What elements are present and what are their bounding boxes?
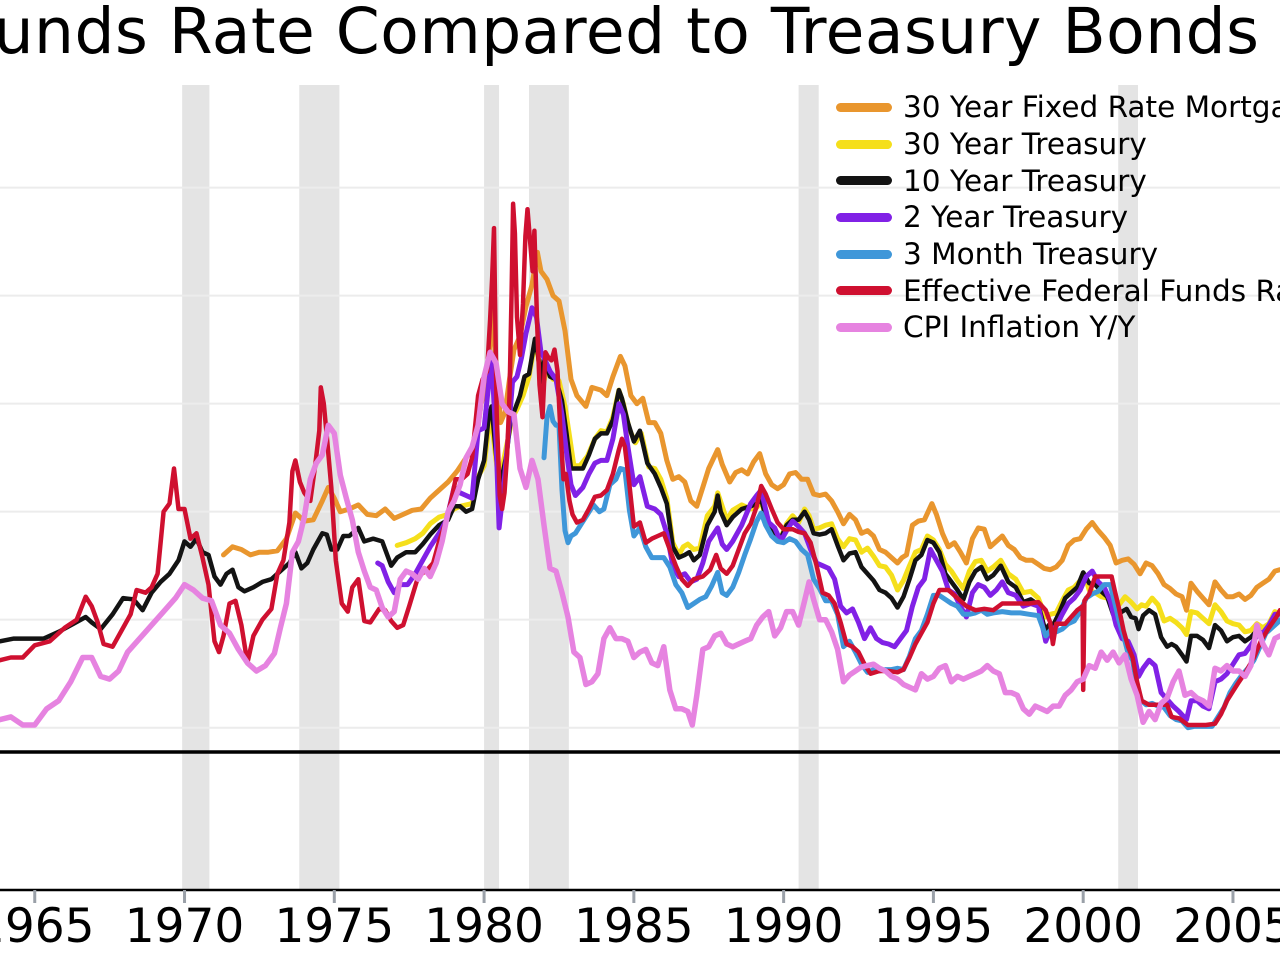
chart-title: Federal Funds Rate Compared to Treasury … bbox=[0, 0, 1260, 68]
series-line-effective-federal-funds-rate bbox=[0, 201, 1280, 728]
legend-swatch bbox=[836, 139, 892, 149]
legend-row: CPI Inflation Y/Y bbox=[836, 309, 1280, 346]
series-line-30-year-fixed-rate-mortgage bbox=[221, 249, 1280, 613]
legend-label: CPI Inflation Y/Y bbox=[903, 310, 1136, 345]
legend-row: 30 Year Treasury bbox=[836, 126, 1280, 163]
legend-row: 10 Year Treasury bbox=[836, 162, 1280, 199]
legend-row: 3 Month Treasury bbox=[836, 236, 1280, 273]
recession-band bbox=[182, 85, 210, 890]
series-line-2-year-treasury bbox=[375, 305, 1280, 723]
legend-swatch bbox=[836, 322, 892, 332]
legend-swatch bbox=[836, 176, 892, 186]
legend-label: Effective Federal Funds Rate bbox=[903, 273, 1280, 308]
legend-label: 10 Year Treasury bbox=[903, 163, 1147, 198]
legend-swatch bbox=[836, 249, 892, 259]
legend-label: 30 Year Fixed Rate Mortgage bbox=[903, 90, 1280, 125]
series-line-cpi-inflation-y-y bbox=[0, 349, 1280, 728]
legend-swatch bbox=[836, 212, 892, 222]
legend-row: 2 Year Treasury bbox=[836, 199, 1280, 236]
legend-row: 30 Year Fixed Rate Mortgage bbox=[836, 89, 1280, 126]
legend-row: Effective Federal Funds Rate bbox=[836, 272, 1280, 309]
legend-label: 2 Year Treasury bbox=[903, 200, 1129, 235]
legend-swatch bbox=[836, 102, 892, 112]
legend-label: 30 Year Treasury bbox=[903, 127, 1147, 162]
legend-label: 3 Month Treasury bbox=[903, 237, 1159, 272]
legend: 30 Year Fixed Rate Mortgage30 Year Treas… bbox=[836, 89, 1280, 346]
legend-swatch bbox=[836, 286, 892, 296]
